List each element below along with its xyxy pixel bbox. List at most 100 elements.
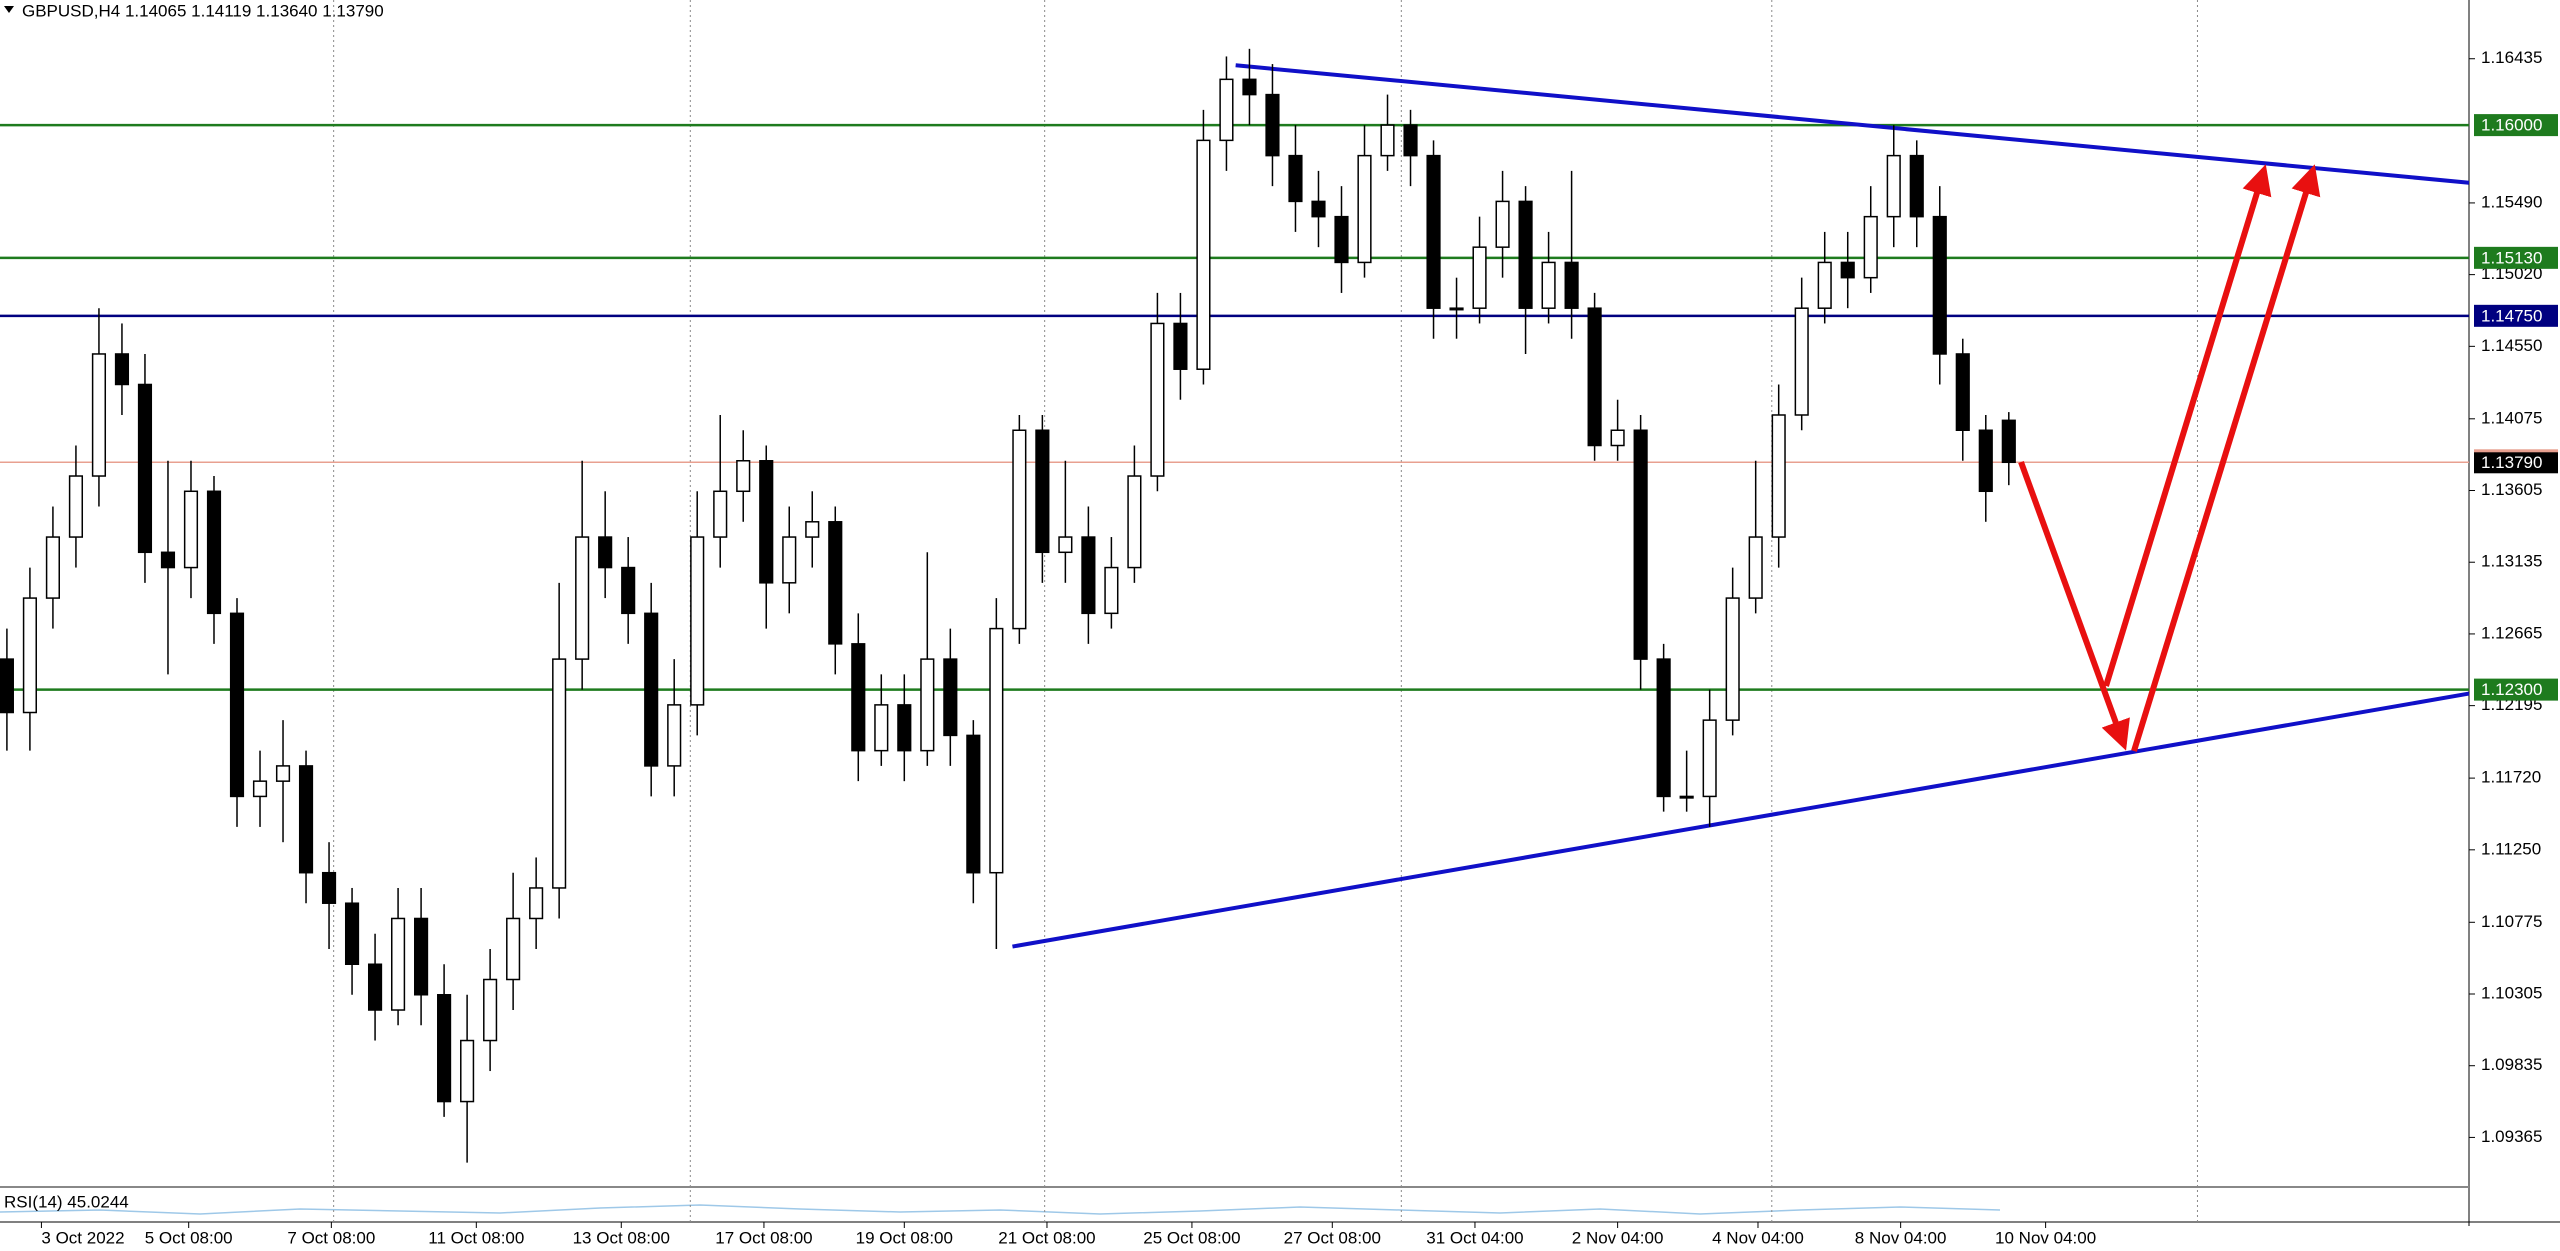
candle-body (0, 658, 14, 714)
x-tick-label: 3 Oct 2022 (41, 1228, 124, 1247)
candle-body (851, 643, 866, 752)
candle-body (1702, 719, 1717, 798)
trendline (1012, 691, 2470, 949)
forecast-arrow (2131, 164, 2321, 752)
candle-body (1633, 429, 1648, 660)
candle-body (1610, 429, 1625, 447)
candle-body (805, 521, 820, 538)
candle-body (1518, 200, 1533, 309)
level-label-box (2474, 114, 2558, 137)
candle-body (1403, 124, 1418, 157)
candle-body (1127, 475, 1142, 569)
candle-body (1863, 215, 1878, 279)
candle-body (91, 353, 107, 477)
candle-body (874, 704, 889, 752)
candle-body (298, 765, 314, 874)
candle-body (667, 704, 682, 767)
candle-body (644, 612, 659, 767)
candle-body (1380, 124, 1395, 157)
y-tick-label: 1.10305 (2481, 983, 2542, 1002)
x-tick-label: 7 Oct 08:00 (287, 1228, 375, 1247)
trendline (1235, 63, 2470, 185)
candle-body (1081, 536, 1096, 615)
candle-body (367, 963, 383, 1011)
candle-body (621, 566, 636, 615)
candle-body (1472, 246, 1487, 309)
candle-body (1449, 307, 1464, 311)
candle-body (1173, 322, 1188, 370)
candle-body (414, 917, 429, 996)
x-tick-label: 17 Oct 08:00 (715, 1228, 812, 1247)
candle-body (1012, 429, 1027, 630)
y-tick-label: 1.14075 (2481, 408, 2542, 427)
candle-body (1794, 307, 1809, 416)
y-tick-label: 1.16435 (2481, 48, 2542, 67)
x-tick-label: 10 Nov 04:00 (1995, 1228, 2096, 1247)
price-label-box (2474, 451, 2558, 474)
candle-body (1932, 215, 1947, 355)
candle-body (460, 1039, 475, 1103)
candle-body (252, 780, 268, 798)
candle-body (736, 460, 751, 493)
x-tick-label: 31 Oct 04:00 (1426, 1228, 1523, 1247)
y-tick-label: 1.15490 (2481, 192, 2542, 211)
y-tick-label: 1.15020 (2481, 264, 2542, 283)
candle-body (552, 658, 567, 889)
candle-body (483, 978, 498, 1042)
candle-body (1564, 261, 1579, 309)
level-label-box (2474, 304, 2558, 327)
candle-body (344, 902, 360, 965)
candle-body (1955, 353, 1970, 431)
candle-body (1058, 536, 1073, 554)
level-label: 1.14750 (2481, 306, 2542, 325)
y-tick-label: 1.13135 (2481, 552, 2542, 571)
candle-body (1104, 566, 1119, 615)
candle-body (206, 490, 222, 615)
candle-body (1311, 200, 1326, 218)
candle-body (690, 536, 705, 706)
candle-body (1357, 154, 1372, 264)
candle-body (759, 460, 774, 584)
candle-body (782, 536, 797, 584)
y-tick-label: 1.11720 (2481, 768, 2541, 787)
price-label: 1.13790 (2481, 453, 2542, 472)
candle-body (1886, 154, 1901, 218)
x-tick-label: 25 Oct 08:00 (1143, 1228, 1240, 1247)
candle-body (183, 490, 199, 569)
x-tick-label: 5 Oct 08:00 (145, 1228, 233, 1247)
candle-body (1242, 78, 1257, 96)
candle-body (1426, 154, 1441, 309)
candle-body (2001, 419, 2016, 464)
candle-body (828, 521, 843, 645)
forecast-arrow (2018, 460, 2130, 751)
x-tick-label: 19 Oct 08:00 (856, 1228, 953, 1247)
x-tick-label: 21 Oct 08:00 (998, 1228, 1095, 1247)
candle-body (137, 383, 153, 554)
y-tick-label: 1.09365 (2481, 1127, 2542, 1146)
price-label-accent (2474, 449, 2558, 453)
level-label-box (2474, 678, 2558, 701)
chart-title: GBPUSD,H4 1.14065 1.14119 1.13640 1.1379… (22, 1, 384, 20)
candle-body (897, 704, 912, 752)
candle-body (1150, 322, 1165, 477)
candle-body (1840, 261, 1855, 279)
candle-body (920, 658, 935, 752)
candle-body (45, 536, 61, 599)
candle-body (713, 490, 728, 538)
y-tick-label: 1.11250 (2481, 839, 2541, 858)
candle-body (1196, 139, 1211, 370)
candle-body (1587, 307, 1602, 447)
candle-body (1265, 93, 1280, 157)
candle-body (529, 887, 544, 920)
x-tick-label: 13 Oct 08:00 (573, 1228, 670, 1247)
candle-body (390, 917, 406, 1011)
forecast-arrow (2103, 164, 2272, 687)
candle-body (506, 917, 521, 981)
y-tick-label: 1.09835 (2481, 1055, 2542, 1074)
candle-body (1219, 78, 1234, 142)
candle-body (229, 612, 245, 798)
candle-body (598, 536, 613, 569)
forecast-arrows (2018, 164, 2321, 752)
